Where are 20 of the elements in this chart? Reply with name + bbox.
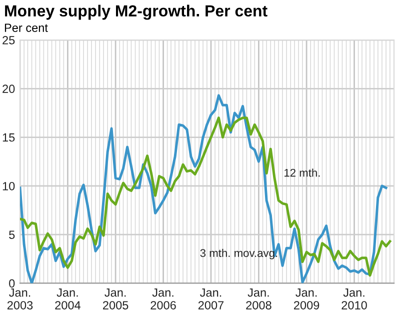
y-tick-label: 5 — [9, 230, 15, 239]
x-tick-label: Jan. 2005 — [103, 288, 128, 310]
y-tick-label: 20 — [2, 84, 15, 94]
y-axis-title: Per cent — [4, 24, 48, 32]
x-tick-label: Jan. 2004 — [55, 288, 80, 310]
series-label: 12 mth. — [284, 168, 320, 177]
y-tick-label: 15 — [2, 133, 15, 142]
y-tick-label: 10 — [2, 182, 15, 190]
x-tick-label: Jan. 2007 — [198, 288, 224, 310]
x-tick-label: Jan. 2006 — [150, 288, 176, 310]
x-tick-label: Jan. 2003 — [7, 288, 33, 310]
line-series — [20, 116, 392, 277]
y-tick-label: 25 — [2, 36, 15, 44]
line-series — [20, 94, 388, 284]
x-tick-label: Jan. 2009 — [294, 288, 320, 310]
chart-title: Money supply M2-growth. Per cent — [5, 4, 268, 20]
y-tick-label: 0 — [9, 279, 15, 288]
series-label: 3 mth. mov.avg. — [200, 248, 278, 260]
x-tick-label: Jan. 2010 — [342, 288, 367, 310]
x-tick-label: Jan. 2008 — [246, 288, 272, 310]
